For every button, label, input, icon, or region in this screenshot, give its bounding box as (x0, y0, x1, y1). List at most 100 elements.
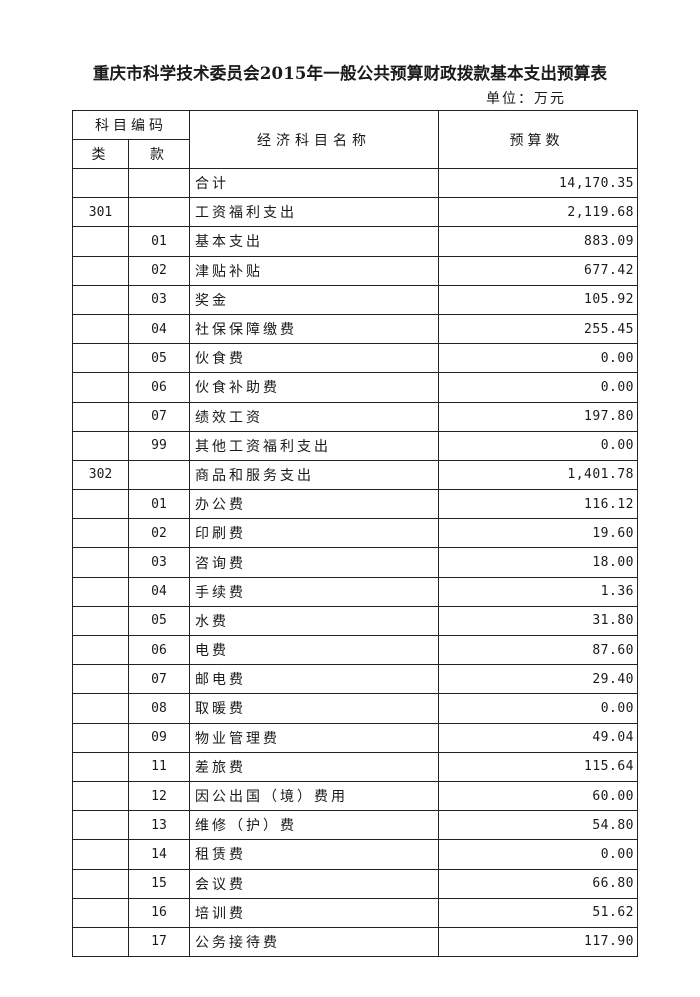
item-name-cell: 基本支出 (189, 226, 439, 257)
amount-cell: 116.12 (438, 489, 638, 520)
item-name-cell: 物业管理费 (189, 722, 439, 753)
table-row: 13 维修（护）费 54.80 (72, 810, 638, 841)
item-code-cell (128, 167, 190, 199)
item-code-cell: 01 (128, 226, 190, 257)
item-name-cell: 伙食费 (189, 343, 439, 374)
amount-cell: 677.42 (438, 255, 638, 286)
item-code-cell: 07 (128, 401, 190, 432)
item-name-cell: 咨询费 (189, 547, 439, 578)
class-code-cell (72, 926, 129, 958)
amount-cell: 0.00 (438, 693, 638, 724)
amount-cell: 51.62 (438, 897, 638, 928)
item-name-cell: 公务接待费 (189, 926, 439, 958)
item-name-cell: 工资福利支出 (189, 197, 439, 228)
table-row: 07 邮电费 29.40 (72, 664, 638, 695)
class-code-cell (72, 693, 129, 724)
table-row: 09 物业管理费 49.04 (72, 722, 638, 753)
class-code-cell (72, 810, 129, 841)
class-code-cell (72, 547, 129, 578)
item-name-cell: 电费 (189, 634, 439, 666)
class-code-cell (72, 868, 129, 899)
amount-cell: 60.00 (438, 780, 638, 812)
class-code-cell (72, 897, 129, 928)
amount-cell: 14,170.35 (438, 167, 638, 199)
class-code-cell (72, 839, 129, 870)
class-code-cell (72, 605, 129, 637)
item-code-cell: 05 (128, 605, 190, 637)
item-name-cell: 水费 (189, 605, 439, 637)
class-code-cell (72, 751, 129, 782)
amount-cell: 87.60 (438, 634, 638, 666)
item-code-cell: 15 (128, 868, 190, 899)
amount-cell: 66.80 (438, 868, 638, 899)
class-code-cell (72, 313, 129, 345)
item-name-cell: 奖金 (189, 284, 439, 315)
table-row: 14 租赁费 0.00 (72, 839, 638, 870)
header-subrow: 类 款 (72, 139, 638, 169)
item-code-cell: 05 (128, 343, 190, 374)
item-name-cell: 取暖费 (189, 693, 439, 724)
table-row: 05 伙食费 0.00 (72, 343, 638, 374)
item-code-cell: 12 (128, 780, 190, 812)
item-code-cell: 07 (128, 664, 190, 695)
item-code-cell: 99 (128, 430, 190, 461)
class-code-cell (72, 634, 129, 666)
class-code-cell (72, 255, 129, 286)
item-code-cell: 09 (128, 722, 190, 753)
item-name-cell: 绩效工资 (189, 401, 439, 432)
class-code-cell (72, 167, 129, 199)
header-code-group: 科目编码 (72, 110, 190, 140)
amount-cell: 883.09 (438, 226, 638, 257)
table-row: 16 培训费 51.62 (72, 897, 638, 928)
table-row: 06 伙食补助费 0.00 (72, 372, 638, 403)
item-name-cell: 手续费 (189, 576, 439, 607)
item-code-cell: 08 (128, 693, 190, 724)
budget-table: 科目编码 经济科目名称 预算数 类 款 合计 14,170.35 301 工资福利支出… (72, 110, 638, 958)
header-row: 科目编码 经济科目名称 预算数 (72, 110, 638, 169)
table-row: 302 商品和服务支出 1,401.78 (72, 459, 638, 491)
item-name-cell: 会议费 (189, 868, 439, 899)
amount-cell: 2,119.68 (438, 197, 638, 228)
class-code-cell (72, 430, 129, 461)
table-row: 04 手续费 1.36 (72, 576, 638, 607)
amount-cell: 115.64 (438, 751, 638, 782)
amount-cell: 1.36 (438, 576, 638, 607)
class-code-cell (72, 372, 129, 403)
amount-cell: 54.80 (438, 810, 638, 841)
table-row: 03 咨询费 18.00 (72, 547, 638, 578)
table-row: 01 办公费 116.12 (72, 489, 638, 520)
item-code-cell (128, 459, 190, 491)
class-code-cell (72, 780, 129, 812)
item-name-cell: 邮电费 (189, 664, 439, 695)
item-code-cell: 03 (128, 284, 190, 315)
item-name-cell: 商品和服务支出 (189, 459, 439, 491)
class-code-cell (72, 489, 129, 520)
table-row: 02 印刷费 19.60 (72, 518, 638, 549)
table-row: 17 公务接待费 117.90 (72, 926, 638, 958)
table-row: 08 取暖费 0.00 (72, 693, 638, 724)
table-row: 301 工资福利支出 2,119.68 (72, 197, 638, 228)
item-code-cell: 11 (128, 751, 190, 782)
table-row: 合计 14,170.35 (72, 167, 638, 199)
table-row: 12 因公出国（境）费用 60.00 (72, 780, 638, 812)
amount-cell: 105.92 (438, 284, 638, 315)
header-name: 经济科目名称 (189, 110, 439, 169)
item-name-cell: 其他工资福利支出 (189, 430, 439, 461)
item-code-cell: 01 (128, 489, 190, 520)
item-name-cell: 社保保障缴费 (189, 313, 439, 345)
item-code-cell: 04 (128, 313, 190, 345)
item-name-cell: 办公费 (189, 489, 439, 520)
item-code-cell: 02 (128, 255, 190, 286)
item-name-cell: 差旅费 (189, 751, 439, 782)
amount-cell: 29.40 (438, 664, 638, 695)
class-code-cell (72, 518, 129, 549)
item-code-cell (128, 197, 190, 228)
item-code-cell: 04 (128, 576, 190, 607)
class-code-cell: 301 (72, 197, 129, 228)
table-row: 05 水费 31.80 (72, 605, 638, 637)
table-row: 11 差旅费 115.64 (72, 751, 638, 782)
table-row: 15 会议费 66.80 (72, 868, 638, 899)
item-name-cell: 津贴补贴 (189, 255, 439, 286)
item-code-cell: 14 (128, 839, 190, 870)
amount-cell: 49.04 (438, 722, 638, 753)
